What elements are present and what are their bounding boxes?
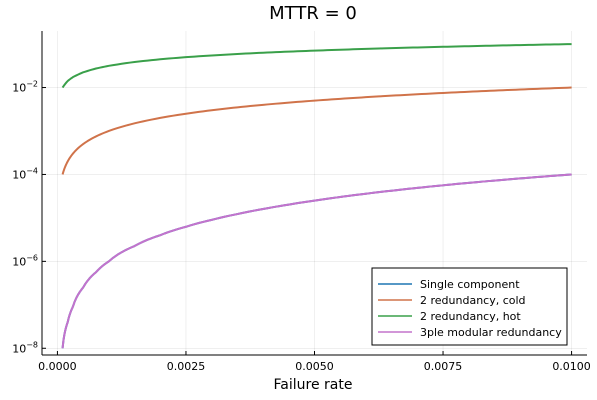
x-tick-label: 0.0000 xyxy=(38,360,77,373)
y-tick-label: 10−2 xyxy=(12,80,38,95)
series-line-1 xyxy=(61,86,572,175)
x-tick-label: 0.0050 xyxy=(295,360,334,373)
y-tick-base: 10 xyxy=(12,168,26,181)
axes xyxy=(41,31,587,356)
y-tick-exponent: −2 xyxy=(26,80,38,89)
series-line-3 xyxy=(61,173,572,349)
y-tick-labels: 10−810−610−410−2 xyxy=(12,80,38,356)
y-tick-exponent: −6 xyxy=(26,253,38,262)
x-tick-label: 0.0075 xyxy=(424,360,463,373)
x-tick-labels: 0.0000 0.0025 0.0050 0.0075 0.0100 xyxy=(38,360,591,373)
y-tick-exponent: −8 xyxy=(26,340,38,349)
x-tick-label: 0.0100 xyxy=(552,360,591,373)
series-line-2 xyxy=(61,43,572,89)
grid xyxy=(42,31,587,355)
legend-label: 2 redundancy, hot xyxy=(420,310,521,323)
legend-label: 2 redundancy, cold xyxy=(420,294,526,307)
y-tick-base: 10 xyxy=(12,255,26,268)
y-tick-base: 10 xyxy=(12,342,26,355)
y-tick-label: 10−6 xyxy=(12,253,38,268)
legend-box xyxy=(371,267,568,346)
y-tick-label: 10−8 xyxy=(12,340,38,355)
x-axis-label: Failure rate xyxy=(274,377,353,393)
y-tick-exponent: −4 xyxy=(26,166,38,175)
legend: Single component 2 redundancy, cold 2 redu… xyxy=(371,267,568,346)
y-tick-label: 10−4 xyxy=(12,166,38,181)
chart-title: MTTR = 0 xyxy=(269,3,357,24)
series-lines xyxy=(61,43,572,349)
x-tick-label: 0.0025 xyxy=(167,360,206,373)
legend-label: Single component xyxy=(420,278,520,291)
y-tick-base: 10 xyxy=(12,82,26,95)
legend-label: 3ple modular redundancy xyxy=(420,326,562,339)
